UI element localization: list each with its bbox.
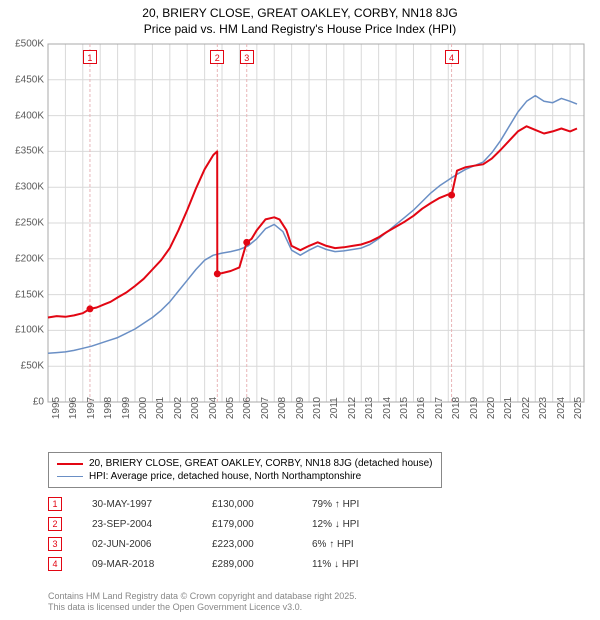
- x-tick-label: 2005: [225, 397, 236, 419]
- x-tick-label: 2016: [416, 397, 427, 419]
- x-tick-label: 1998: [103, 397, 114, 419]
- sale-row-delta: 6% ↑ HPI: [312, 539, 422, 550]
- x-tick-label: 2009: [295, 397, 306, 419]
- x-tick-label: 2006: [242, 397, 253, 419]
- sale-row-price: £130,000: [212, 499, 312, 510]
- y-tick-label: £50K: [21, 361, 44, 372]
- series-hpi: [48, 96, 577, 354]
- x-tick-label: 1995: [51, 397, 62, 419]
- sale-point: [214, 270, 221, 277]
- x-tick-label: 1996: [68, 397, 79, 419]
- sale-marker-3: 3: [240, 50, 254, 64]
- sale-row-date: 02-JUN-2006: [92, 539, 212, 550]
- sale-marker-4: 4: [445, 50, 459, 64]
- legend-label: 20, BRIERY CLOSE, GREAT OAKLEY, CORBY, N…: [89, 458, 433, 469]
- legend-row: 20, BRIERY CLOSE, GREAT OAKLEY, CORBY, N…: [57, 457, 433, 470]
- y-tick-label: £0: [33, 397, 44, 408]
- x-tick-label: 2004: [208, 397, 219, 419]
- sale-row-delta: 12% ↓ HPI: [312, 519, 422, 530]
- plot-area: 1 2 3 4: [48, 44, 584, 402]
- sale-row-marker: 3: [48, 537, 62, 551]
- legend-swatch: [57, 476, 83, 477]
- x-tick-label: 2022: [521, 397, 532, 419]
- sale-point: [86, 305, 93, 312]
- y-tick-label: £200K: [15, 253, 44, 264]
- legend-row: HPI: Average price, detached house, Nort…: [57, 470, 433, 483]
- sale-row-date: 09-MAR-2018: [92, 559, 212, 570]
- y-tick-label: £350K: [15, 146, 44, 157]
- x-tick-label: 2012: [347, 397, 358, 419]
- sale-row-delta: 11% ↓ HPI: [312, 559, 422, 570]
- legend: 20, BRIERY CLOSE, GREAT OAKLEY, CORBY, N…: [48, 452, 442, 488]
- x-tick-label: 2008: [277, 397, 288, 419]
- y-tick-label: £250K: [15, 218, 44, 229]
- x-tick-label: 2020: [486, 397, 497, 419]
- x-tick-label: 2021: [503, 397, 514, 419]
- y-tick-label: £400K: [15, 110, 44, 121]
- sale-point: [448, 192, 455, 199]
- x-tick-label: 2010: [312, 397, 323, 419]
- chart-title: 20, BRIERY CLOSE, GREAT OAKLEY, CORBY, N…: [0, 0, 600, 37]
- sale-marker-2: 2: [210, 50, 224, 64]
- x-tick-label: 1999: [121, 397, 132, 419]
- sale-row-price: £179,000: [212, 519, 312, 530]
- footer-line-1: Contains HM Land Registry data © Crown c…: [48, 591, 357, 603]
- x-tick-label: 2000: [138, 397, 149, 419]
- x-tick-label: 2017: [434, 397, 445, 419]
- sale-row-marker: 4: [48, 557, 62, 571]
- sale-row: 4 09-MAR-2018£289,00011% ↓ HPI: [48, 554, 422, 574]
- title-line-1: 20, BRIERY CLOSE, GREAT OAKLEY, CORBY, N…: [0, 6, 600, 22]
- x-tick-label: 2001: [155, 397, 166, 419]
- y-axis: £0£50K£100K£150K£200K£250K£300K£350K£400…: [0, 44, 48, 402]
- x-tick-label: 2003: [190, 397, 201, 419]
- sale-point: [243, 239, 250, 246]
- x-tick-label: 2011: [329, 397, 340, 419]
- sale-row-date: 23-SEP-2004: [92, 519, 212, 530]
- x-tick-label: 2002: [173, 397, 184, 419]
- x-tick-label: 2014: [382, 397, 393, 419]
- x-tick-label: 2019: [469, 397, 480, 419]
- series-price_paid: [48, 126, 577, 317]
- y-tick-label: £300K: [15, 182, 44, 193]
- legend-label: HPI: Average price, detached house, Nort…: [89, 471, 361, 482]
- y-tick-label: £450K: [15, 74, 44, 85]
- sale-row-price: £289,000: [212, 559, 312, 570]
- sale-row: 3 02-JUN-2006£223,0006% ↑ HPI: [48, 534, 422, 554]
- sale-row-marker: 1: [48, 497, 62, 511]
- y-tick-label: £500K: [15, 39, 44, 50]
- chart-container: 20, BRIERY CLOSE, GREAT OAKLEY, CORBY, N…: [0, 0, 600, 620]
- y-tick-label: £150K: [15, 289, 44, 300]
- attribution-footer: Contains HM Land Registry data © Crown c…: [48, 591, 357, 614]
- x-tick-label: 1997: [86, 397, 97, 419]
- chart-svg: [48, 44, 584, 402]
- sale-marker-1: 1: [83, 50, 97, 64]
- sale-row: 2 23-SEP-2004£179,00012% ↓ HPI: [48, 514, 422, 534]
- x-tick-label: 2015: [399, 397, 410, 419]
- y-tick-label: £100K: [15, 325, 44, 336]
- x-tick-label: 2007: [260, 397, 271, 419]
- sale-row-price: £223,000: [212, 539, 312, 550]
- sale-row: 1 30-MAY-1997£130,00079% ↑ HPI: [48, 494, 422, 514]
- x-tick-label: 2025: [573, 397, 584, 419]
- sale-row-delta: 79% ↑ HPI: [312, 499, 422, 510]
- x-tick-label: 2013: [364, 397, 375, 419]
- sale-row-date: 30-MAY-1997: [92, 499, 212, 510]
- footer-line-2: This data is licensed under the Open Gov…: [48, 602, 357, 614]
- sales-table: 1 30-MAY-1997£130,00079% ↑ HPI 2 23-SEP-200…: [48, 494, 422, 574]
- x-axis: 1995199619971998199920002001200220032004…: [48, 402, 584, 450]
- x-tick-label: 2024: [556, 397, 567, 419]
- title-line-2: Price paid vs. HM Land Registry's House …: [0, 22, 600, 38]
- legend-swatch: [57, 463, 83, 465]
- sale-row-marker: 2: [48, 517, 62, 531]
- x-tick-label: 2023: [538, 397, 549, 419]
- x-tick-label: 2018: [451, 397, 462, 419]
